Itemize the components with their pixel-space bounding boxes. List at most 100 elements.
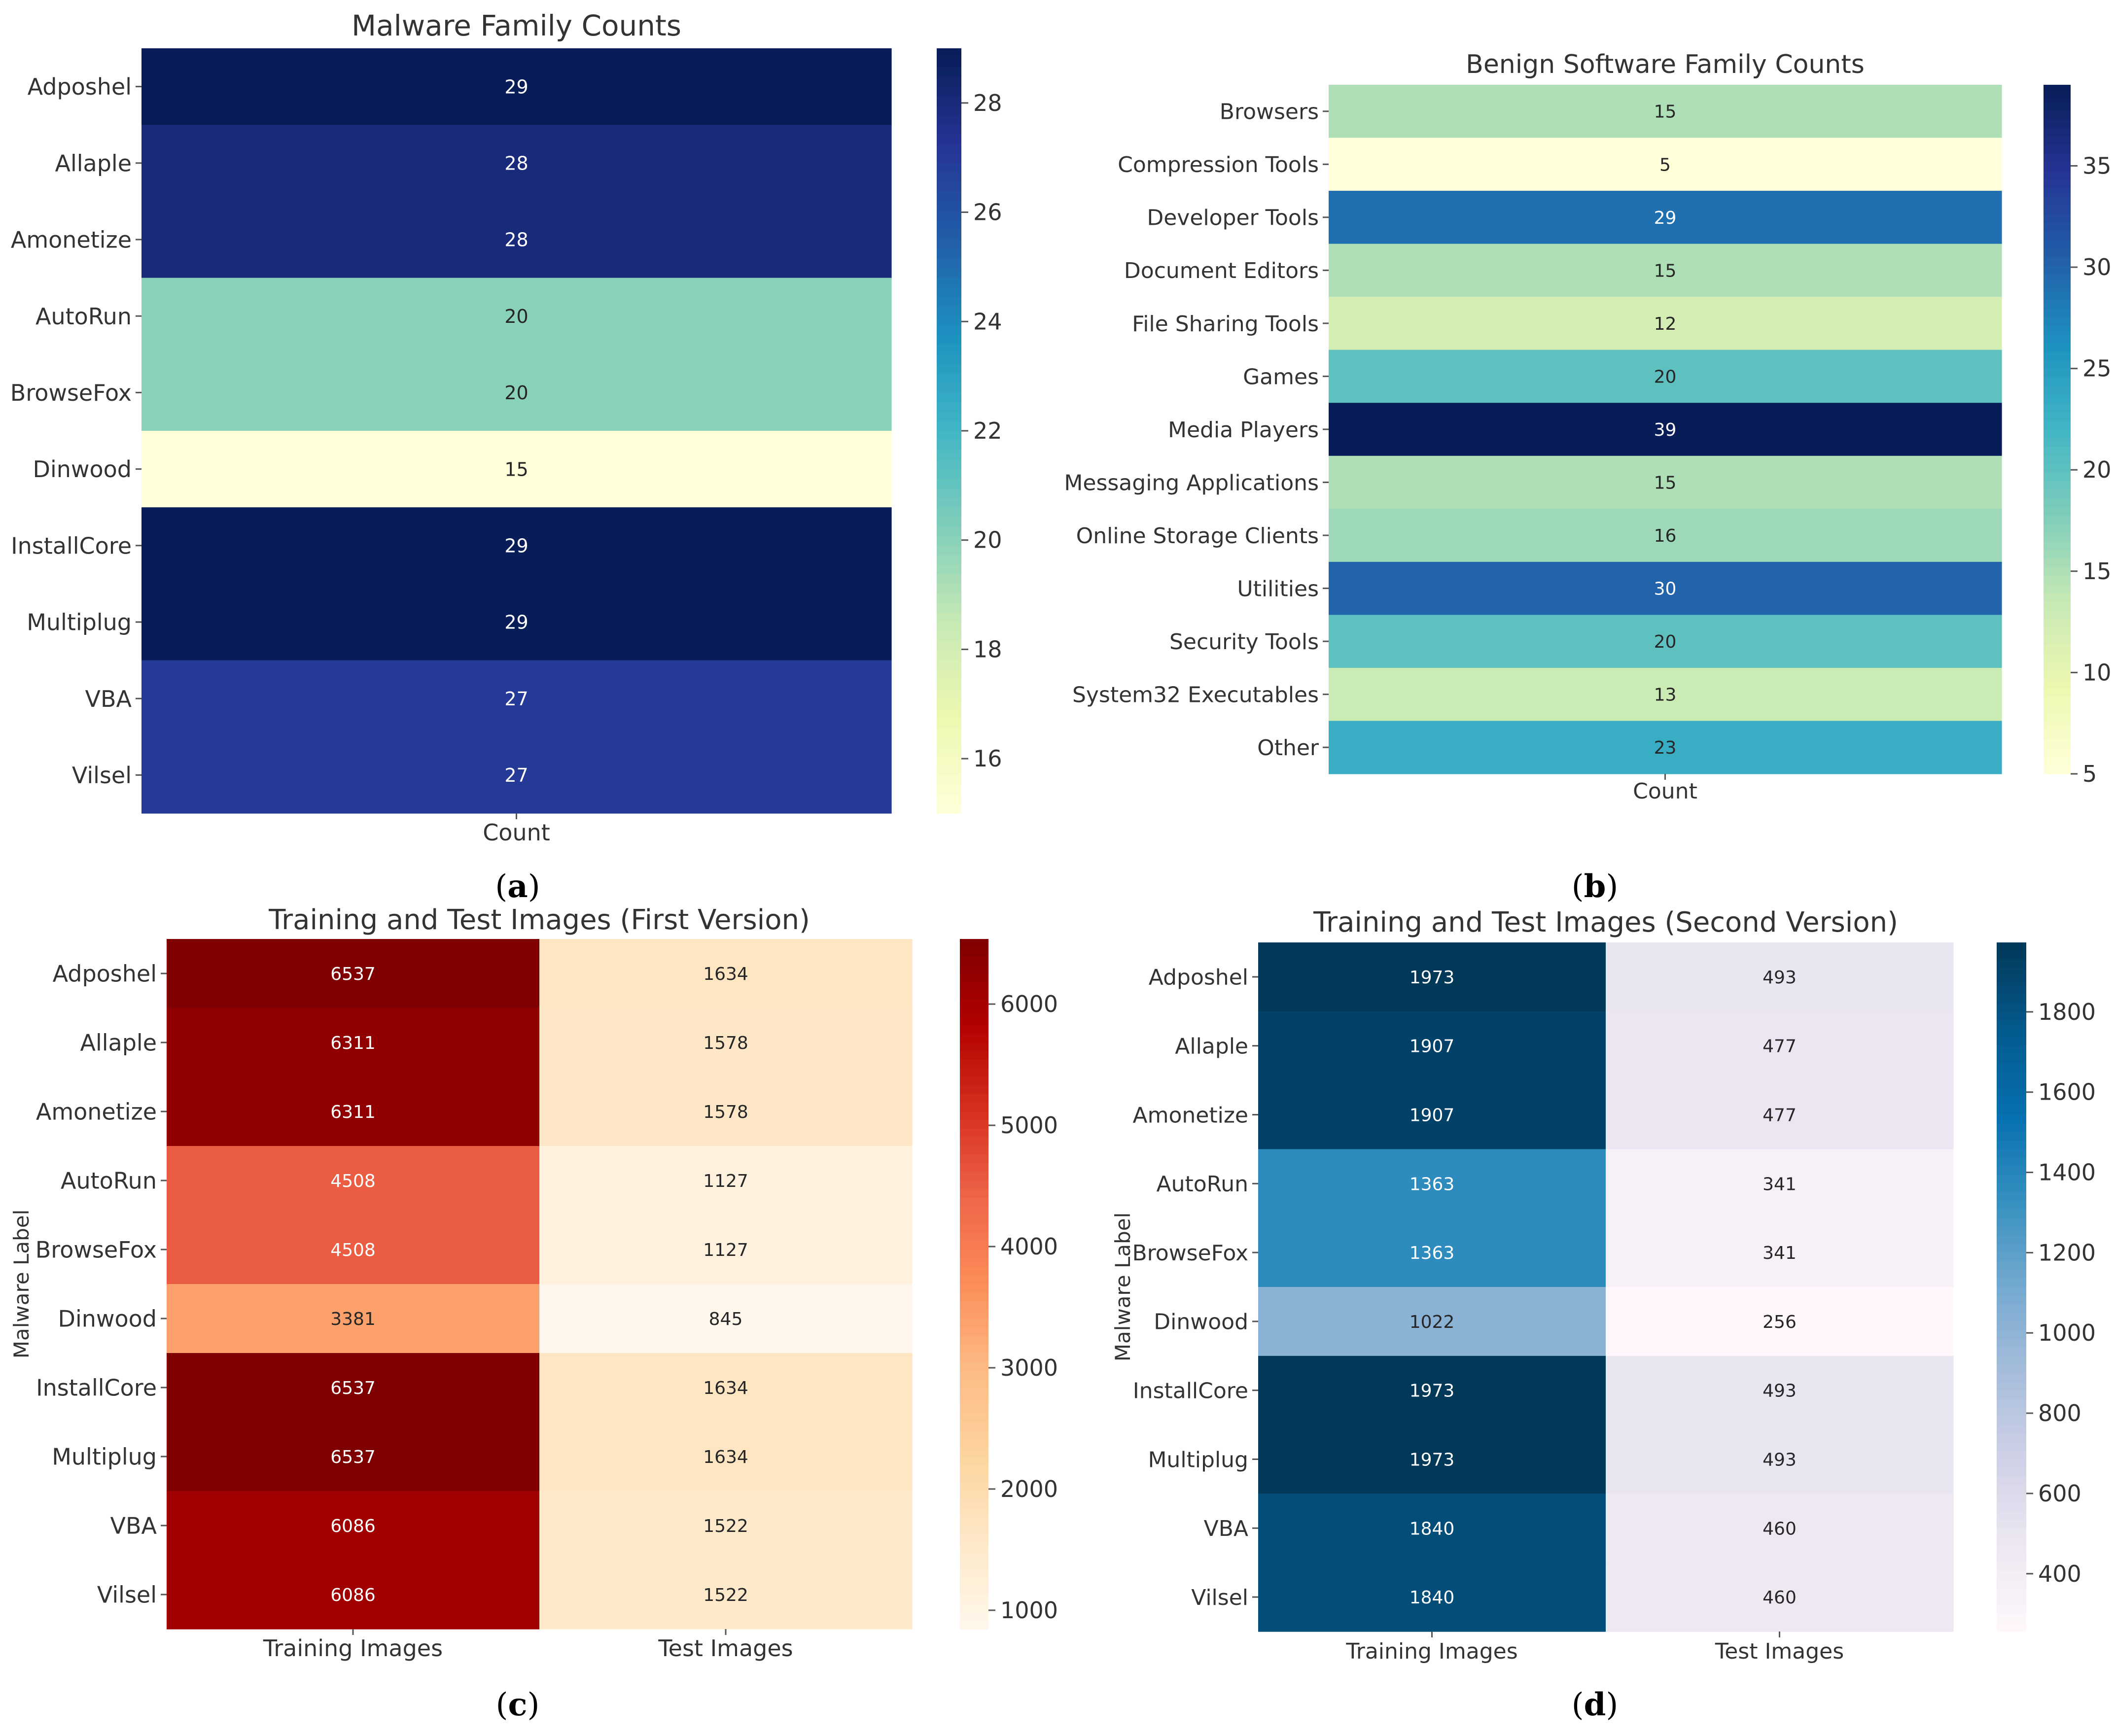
colorbar-segment xyxy=(1997,1321,2026,1331)
colorbar-segment xyxy=(1997,1364,2026,1374)
caption-paren: ( xyxy=(496,1687,508,1723)
colorbar-segment xyxy=(1997,1080,2026,1089)
colorbar-segment xyxy=(2044,309,2071,318)
colorbar-segment xyxy=(1997,1330,2026,1339)
colorbar-segment xyxy=(937,803,961,814)
colorbar-segment xyxy=(937,364,961,374)
heatmap-cell xyxy=(1329,667,2002,722)
colorbar-segment xyxy=(937,77,961,87)
heatmap-cell xyxy=(1258,1355,1606,1425)
row-label: AutoRun xyxy=(61,1168,157,1194)
colorbar-segment xyxy=(2044,688,2071,697)
chart-title: Benign Software Family Counts xyxy=(1466,50,1865,79)
row-label: Vilsel xyxy=(1191,1585,1248,1610)
colorbar-tick-label: 800 xyxy=(2038,1400,2081,1426)
row-label: Games xyxy=(1243,364,1319,389)
colorbar-tick-label: 600 xyxy=(2038,1480,2081,1507)
column-label: Test Images xyxy=(658,1635,793,1662)
colorbar-segment xyxy=(960,1379,988,1388)
cell-value-label: 27 xyxy=(504,688,528,710)
colorbar-segment xyxy=(937,182,961,192)
colorbar-segment xyxy=(1997,1511,2026,1520)
colorbar-segment xyxy=(2044,438,2071,447)
colorbar-segment xyxy=(960,1388,988,1397)
colorbar-segment xyxy=(2044,231,2071,241)
colorbar-segment xyxy=(2044,369,2071,378)
column-label: Test Images xyxy=(1715,1639,1844,1664)
colorbar-segment xyxy=(960,1508,988,1518)
heatmap-cell xyxy=(1606,942,1954,1012)
colorbar-segment xyxy=(960,1474,988,1483)
heatmap-cell xyxy=(167,939,540,1008)
colorbar-segment xyxy=(1997,1140,2026,1150)
cell-value-label: 12 xyxy=(1654,314,1677,334)
cell-value-label: 28 xyxy=(504,152,528,174)
colorbar-segment xyxy=(937,335,961,346)
colorbar-segment xyxy=(960,1422,988,1431)
colorbar-segment xyxy=(2044,128,2071,137)
caption-paren: ) xyxy=(1606,868,1618,905)
cell-value-label: 28 xyxy=(504,229,528,251)
cell-value-label: 1578 xyxy=(703,1033,748,1053)
colorbar-tick-label: 1000 xyxy=(1000,1597,1058,1624)
colorbar-segment xyxy=(937,698,961,709)
colorbar-segment xyxy=(937,622,961,632)
colorbar-segment xyxy=(1997,1338,2026,1348)
heatmap-cell xyxy=(539,1146,913,1215)
colorbar-segment xyxy=(1997,1028,2026,1038)
colorbar-segment xyxy=(2044,248,2071,258)
heatmap-panel-a: Malware Family Counts 29 Adposhel 28 Allaple… xyxy=(10,9,1002,905)
colorbar-segment xyxy=(960,1292,988,1302)
colorbar-segment xyxy=(2044,145,2071,154)
cell-value-label: 1634 xyxy=(703,1378,748,1398)
colorbar-segment xyxy=(960,1060,988,1069)
colorbar-segment xyxy=(960,1551,988,1561)
colorbar-segment xyxy=(960,1232,988,1242)
heatmap-cell xyxy=(141,125,892,202)
colorbar-tick-label: 1600 xyxy=(2038,1079,2096,1106)
colorbar-segment xyxy=(2044,291,2071,301)
colorbar-segment xyxy=(2044,179,2071,189)
colorbar-segment xyxy=(937,412,961,422)
colorbar-segment xyxy=(937,192,961,202)
colorbar-segment xyxy=(2044,498,2071,508)
cell-value-label: 23 xyxy=(1654,738,1677,758)
cell-value-label: 1840 xyxy=(1410,1588,1455,1608)
colorbar-segment xyxy=(937,402,961,412)
row-label: BrowseFox xyxy=(1132,1241,1248,1266)
heatmap-cell xyxy=(1329,403,2002,456)
colorbar-segment xyxy=(2044,696,2071,705)
colorbar-segment xyxy=(960,1319,988,1328)
cell-value-label: 1022 xyxy=(1410,1312,1455,1332)
heatmap-cell xyxy=(1329,509,2002,562)
colorbar-segment xyxy=(937,210,961,221)
colorbar-segment xyxy=(960,1603,988,1612)
colorbar-segment xyxy=(937,526,961,537)
colorbar-segment xyxy=(1997,1571,2026,1580)
colorbar-segment xyxy=(960,1612,988,1621)
colorbar-segment xyxy=(2044,403,2071,413)
colorbar-segment xyxy=(960,1491,988,1500)
cell-value-label: 6086 xyxy=(330,1516,376,1536)
cell-value-label: 15 xyxy=(504,458,528,480)
colorbar-segment xyxy=(1997,1536,2026,1546)
colorbar-segment xyxy=(1997,1390,2026,1399)
heatmap-cell xyxy=(1258,1287,1606,1356)
colorbar-segment xyxy=(960,1344,988,1354)
heatmap-cell xyxy=(1329,243,2002,297)
colorbar-segment xyxy=(960,1129,988,1138)
cell-value-label: 6311 xyxy=(330,1102,376,1122)
colorbar-segment xyxy=(1997,1097,2026,1107)
colorbar-segment xyxy=(937,603,961,613)
colorbar-segment xyxy=(1997,1424,2026,1434)
cell-value-label: 1973 xyxy=(1410,968,1455,988)
colorbar-segment xyxy=(2044,644,2071,654)
colorbar-tick-label: 30 xyxy=(2082,254,2112,280)
colorbar-segment xyxy=(1997,1614,2026,1624)
heatmap-cell xyxy=(141,201,892,278)
colorbar-segment xyxy=(1997,1588,2026,1597)
colorbar-segment xyxy=(1997,968,2026,977)
row-label: File Sharing Tools xyxy=(1132,312,1319,337)
row-label: Dinwood xyxy=(1154,1310,1248,1335)
